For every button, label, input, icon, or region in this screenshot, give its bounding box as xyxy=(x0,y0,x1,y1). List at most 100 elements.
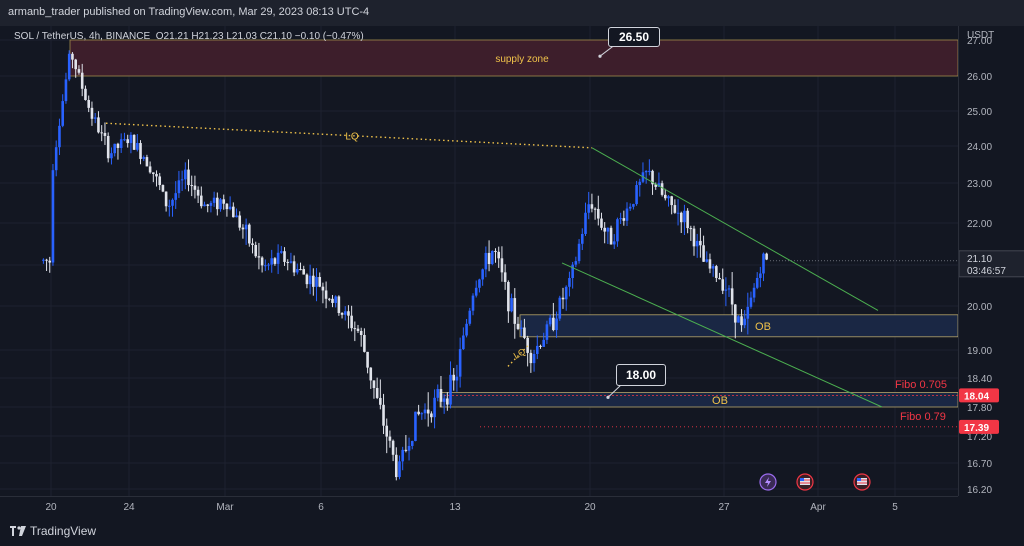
candle-body xyxy=(286,261,290,263)
candle-body xyxy=(410,440,414,446)
candle-body xyxy=(180,179,184,181)
candle-body xyxy=(436,389,440,398)
candle-body xyxy=(699,240,702,246)
candle-body xyxy=(746,306,750,319)
time-tick-label: Mar xyxy=(216,502,234,513)
candle-body xyxy=(142,157,146,159)
time-tick-label: 5 xyxy=(892,502,898,513)
candle-body xyxy=(363,334,366,352)
candle-body xyxy=(225,203,229,210)
candle-body xyxy=(289,261,293,263)
candle-body xyxy=(755,277,759,288)
candle-body xyxy=(139,143,142,159)
candle-body xyxy=(622,218,626,221)
candle-body xyxy=(471,295,475,311)
candle-body xyxy=(244,224,248,230)
time-axis-labels: 20 24 Mar 6 13 20 27 Apr 5 xyxy=(45,502,898,513)
candle-body xyxy=(347,311,350,316)
fibo-705-value: 18.04 xyxy=(964,391,989,402)
candle-body xyxy=(552,317,555,331)
candle-body xyxy=(200,195,203,207)
candle-body xyxy=(727,288,731,290)
price-tick-label: 18.40 xyxy=(967,374,992,385)
lq-line-1 xyxy=(105,122,593,149)
candle-body xyxy=(564,286,568,300)
candle-body xyxy=(458,349,462,377)
candle-body xyxy=(97,117,100,133)
candle-body xyxy=(359,330,363,335)
candle-body xyxy=(119,139,123,148)
candle-body xyxy=(737,316,740,323)
candle-body xyxy=(270,258,274,265)
candle-body xyxy=(212,197,216,203)
candle-body xyxy=(388,436,392,441)
candle-body xyxy=(251,243,254,245)
candle-body xyxy=(542,339,546,347)
callout-low-label: 18.00 xyxy=(625,368,657,382)
candle-body xyxy=(765,253,768,260)
candle-body xyxy=(375,387,379,398)
candle-body xyxy=(654,184,658,187)
candle-body xyxy=(692,228,696,247)
candle-body xyxy=(759,273,762,278)
candle-body xyxy=(132,134,136,150)
candle-body xyxy=(577,243,581,262)
time-tick-label: 24 xyxy=(123,502,135,513)
candle-body xyxy=(248,224,251,244)
price-axis[interactable]: USDT27.0026.0025.0024.0023.0022.0021.002… xyxy=(958,26,1024,496)
candle-body xyxy=(657,183,661,187)
candlestick-chart[interactable]: supply zone OB OB LQ LQ xyxy=(0,26,959,496)
candle-body xyxy=(619,218,622,220)
candle-body xyxy=(651,170,654,185)
candle-body xyxy=(571,264,574,279)
publish-bar: armanb_trader published on TradingView.c… xyxy=(0,0,1024,26)
candle-body xyxy=(548,317,552,325)
candle-body xyxy=(516,323,520,329)
time-axis[interactable]: 20 24 Mar 6 13 20 27 Apr 5 xyxy=(0,496,958,517)
candle-body xyxy=(648,170,651,172)
lq-label-1: LQ xyxy=(345,132,359,143)
candle-body xyxy=(535,345,539,354)
time-tick-label: 20 xyxy=(584,502,596,513)
candle-body xyxy=(93,117,97,119)
brand-name: TradingView xyxy=(30,524,97,538)
candle-body xyxy=(529,352,533,364)
candle-body xyxy=(382,404,385,426)
supply-zone-box xyxy=(69,39,959,77)
candle-body xyxy=(48,260,52,263)
candle-body xyxy=(497,251,501,259)
price-tick-label: 22.00 xyxy=(967,219,992,230)
candle-body xyxy=(110,153,113,159)
candle-body xyxy=(209,202,213,206)
candle-body xyxy=(74,59,77,70)
candle-body xyxy=(312,275,315,287)
candle-body xyxy=(80,72,84,89)
candle-body xyxy=(593,208,597,210)
candle-body xyxy=(539,345,542,347)
candle-body xyxy=(686,210,689,229)
candle-body xyxy=(283,251,286,262)
candle-body xyxy=(404,449,408,451)
candle-body xyxy=(507,281,510,312)
candle-body xyxy=(484,252,488,270)
candle-body xyxy=(187,169,190,186)
supply-zone-label: supply zone xyxy=(495,54,549,65)
lightning-icon xyxy=(765,477,771,487)
candle-body xyxy=(446,398,449,405)
candle-body xyxy=(426,409,430,414)
tradingview-logo-icon xyxy=(10,526,26,536)
candle-body xyxy=(148,166,152,173)
candle-body xyxy=(71,53,74,60)
candle-body xyxy=(222,199,226,204)
chart-plot-area[interactable]: supply zone OB OB LQ LQ xyxy=(0,26,959,496)
candle-body xyxy=(724,289,728,291)
candle-body xyxy=(254,244,258,257)
candle-body xyxy=(116,143,120,148)
candle-body xyxy=(762,253,765,274)
candle-body xyxy=(452,374,456,381)
candle-body xyxy=(494,250,497,252)
candle-body xyxy=(324,290,328,299)
symbol-name: SOL / TetherUS, 4h, BINANCE xyxy=(14,31,151,42)
candle-body xyxy=(90,107,94,119)
candle-body xyxy=(603,227,606,232)
